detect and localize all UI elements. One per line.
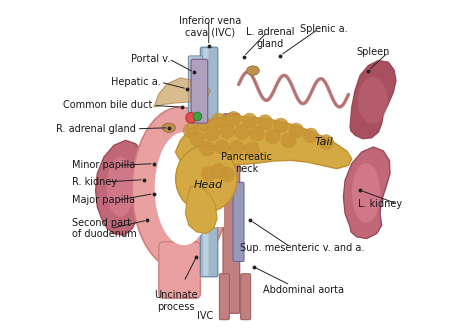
Circle shape xyxy=(230,140,244,155)
Polygon shape xyxy=(96,140,144,235)
FancyBboxPatch shape xyxy=(241,274,251,320)
Text: Head: Head xyxy=(194,180,223,190)
Polygon shape xyxy=(175,116,352,170)
Ellipse shape xyxy=(132,107,228,270)
Circle shape xyxy=(220,167,234,182)
Text: Tail: Tail xyxy=(314,137,333,147)
Circle shape xyxy=(211,113,226,128)
Circle shape xyxy=(211,164,226,178)
Polygon shape xyxy=(154,78,210,107)
Circle shape xyxy=(215,140,229,154)
Circle shape xyxy=(289,123,303,138)
FancyBboxPatch shape xyxy=(233,182,244,262)
FancyBboxPatch shape xyxy=(159,242,201,298)
FancyBboxPatch shape xyxy=(201,47,218,277)
Polygon shape xyxy=(350,60,396,139)
Circle shape xyxy=(273,118,288,133)
Ellipse shape xyxy=(352,163,380,223)
Circle shape xyxy=(258,115,273,129)
Text: Splenic a.: Splenic a. xyxy=(300,24,347,34)
Ellipse shape xyxy=(358,77,388,124)
FancyBboxPatch shape xyxy=(191,59,208,123)
Circle shape xyxy=(303,128,318,143)
Text: Second part
of duodenum: Second part of duodenum xyxy=(73,218,137,239)
Text: Portal v.: Portal v. xyxy=(131,54,171,64)
FancyBboxPatch shape xyxy=(219,274,229,320)
Circle shape xyxy=(201,166,216,181)
Polygon shape xyxy=(344,147,390,238)
Text: L. kidney: L. kidney xyxy=(357,199,401,209)
Circle shape xyxy=(235,125,249,139)
Text: Common bile duct: Common bile duct xyxy=(63,101,152,111)
Ellipse shape xyxy=(246,66,259,75)
Text: Inferior vena
cava (IVC): Inferior vena cava (IVC) xyxy=(179,16,242,37)
Circle shape xyxy=(245,142,259,157)
Text: Sup. mesenteric v. and a.: Sup. mesenteric v. and a. xyxy=(240,243,364,254)
Text: Minor papilla: Minor papilla xyxy=(73,160,136,170)
Circle shape xyxy=(205,127,219,141)
Ellipse shape xyxy=(155,132,213,245)
Circle shape xyxy=(200,141,214,156)
FancyBboxPatch shape xyxy=(189,56,203,142)
FancyBboxPatch shape xyxy=(223,114,240,313)
Text: Pancreatic
neck: Pancreatic neck xyxy=(221,152,273,174)
Text: Spleen: Spleen xyxy=(356,47,390,57)
Text: Major papilla: Major papilla xyxy=(73,195,136,205)
Circle shape xyxy=(220,124,234,138)
Circle shape xyxy=(196,117,211,131)
Ellipse shape xyxy=(162,123,175,132)
Polygon shape xyxy=(185,185,217,233)
Text: IVC: IVC xyxy=(197,311,213,321)
Circle shape xyxy=(193,112,202,121)
Text: R. adrenal gland: R. adrenal gland xyxy=(55,124,136,134)
Ellipse shape xyxy=(107,157,135,217)
Text: R. kidney: R. kidney xyxy=(73,177,118,187)
Text: L. adrenal
gland: L. adrenal gland xyxy=(246,27,294,49)
Text: Uncinate
process: Uncinate process xyxy=(154,290,197,312)
FancyBboxPatch shape xyxy=(197,150,224,227)
Circle shape xyxy=(183,123,198,138)
Circle shape xyxy=(319,135,333,149)
Text: Hepatic a.: Hepatic a. xyxy=(111,77,161,87)
Circle shape xyxy=(186,113,196,123)
Text: Abdominal aorta: Abdominal aorta xyxy=(263,285,344,295)
Circle shape xyxy=(281,133,296,148)
Circle shape xyxy=(227,112,241,126)
Ellipse shape xyxy=(176,145,237,212)
Circle shape xyxy=(265,129,280,144)
Circle shape xyxy=(250,127,264,141)
Circle shape xyxy=(242,113,257,128)
Circle shape xyxy=(190,131,204,146)
Ellipse shape xyxy=(163,155,176,222)
FancyBboxPatch shape xyxy=(203,48,209,276)
FancyBboxPatch shape xyxy=(71,1,403,333)
